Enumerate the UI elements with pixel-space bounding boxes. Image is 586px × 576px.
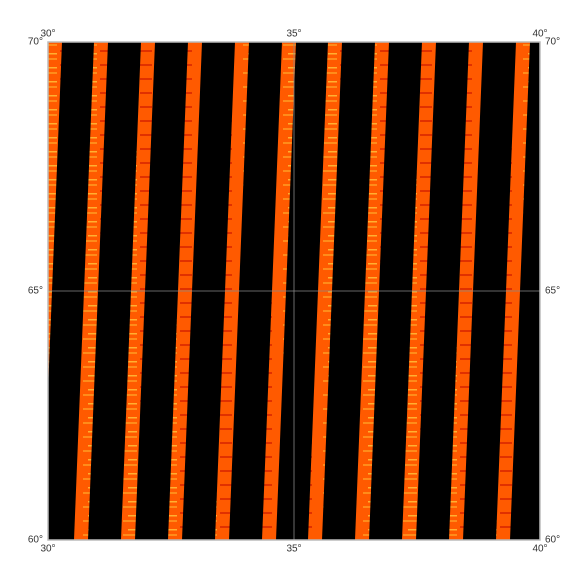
longitude-label-bottom: 30° [40, 544, 55, 555]
latitude-label-right: 60° [545, 535, 560, 546]
latitude-label-right: 65° [545, 286, 560, 297]
longitude-label-bottom: 35° [286, 544, 301, 555]
labels: 30°30°35°35°40°40°60° 60°65° 65°70° 70° [28, 29, 560, 555]
latitude-label-right: 70° [545, 37, 560, 48]
map-frame [47, 41, 541, 541]
latitude-label-left: 60° [28, 535, 43, 546]
longitude-label-bottom: 40° [532, 544, 547, 555]
swath [48, 42, 62, 391]
longitude-label-top: 35° [286, 29, 301, 40]
longitude-label-top: 40° [532, 29, 547, 40]
graticule [48, 42, 540, 540]
latitude-label-left: 65° [28, 286, 43, 297]
latitude-label-left: 70° [28, 37, 43, 48]
longitude-label-top: 30° [40, 29, 55, 40]
